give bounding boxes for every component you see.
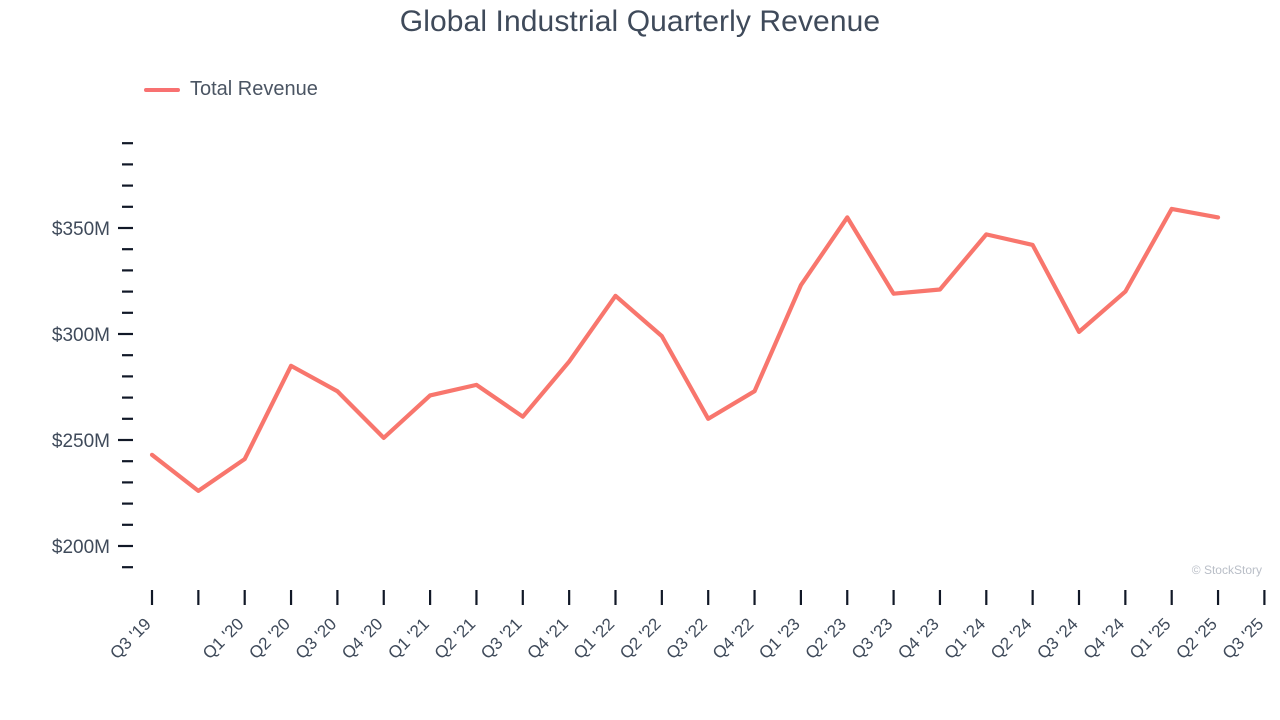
x-axis-tick-label: Q3 '23: [848, 614, 896, 662]
chart-legend: Total Revenue: [144, 78, 318, 101]
x-axis-tick-label: Q2 '22: [616, 614, 664, 662]
x-axis-ticks: [150, 590, 1266, 605]
legend-line-swatch-total-revenue: [144, 87, 180, 92]
series-line-total-revenue: [149, 206, 1221, 493]
x-axis-tick-label: Q2 '24: [987, 614, 1035, 662]
x-axis-tick-label: Q4 '24: [1080, 614, 1128, 662]
y-axis-tick-label: $250M: [52, 431, 110, 452]
x-axis-tick-label: Q4 '22: [709, 614, 757, 662]
x-axis-tick-label: Q1 '21: [384, 614, 432, 662]
y-axis-tick-label: $300M: [52, 325, 110, 346]
x-axis-tick-label: Q3 '25: [1219, 614, 1267, 662]
x-axis-tick-label: Q3 '22: [663, 614, 711, 662]
x-axis-tick-label: Q3 '24: [1033, 614, 1081, 662]
x-axis-tick-label: Q3 '19: [106, 614, 154, 662]
x-axis-tick-label: Q2 '20: [245, 614, 293, 662]
page-title: Global Industrial Quarterly Revenue: [399, 5, 881, 38]
x-axis-tick-label: Q1 '20: [199, 614, 247, 662]
watermark-stockstory: © StockStory: [1191, 563, 1262, 577]
x-axis-tick-label: Q2 '21: [431, 614, 479, 662]
x-axis-tick-label: Q1 '24: [941, 614, 989, 662]
x-axis-tick-label: Q1 '22: [570, 614, 618, 662]
x-axis-tick-label: Q2 '23: [802, 614, 850, 662]
x-axis-tick-label: Q3 '20: [292, 614, 340, 662]
y-axis-labels: $200M $250M $300M $350M: [52, 219, 110, 558]
x-axis-tick-label: Q4 '21: [523, 614, 571, 662]
y-axis-tick-label: $350M: [52, 219, 110, 240]
x-axis-tick-label: Q3 '21: [477, 614, 525, 662]
y-axis-ticks: [118, 142, 133, 569]
x-axis-tick-label: Q1 '25: [1126, 614, 1174, 662]
x-axis-tick-label: Q2 '25: [1172, 614, 1220, 662]
y-axis-tick-label: $200M: [52, 537, 110, 558]
x-axis-tick-label: Q4 '23: [894, 614, 942, 662]
legend-label-total-revenue: Total Revenue: [190, 78, 318, 100]
x-axis-tick-label: Q1 '23: [755, 614, 803, 662]
x-axis-tick-label: Q4 '20: [338, 614, 386, 662]
